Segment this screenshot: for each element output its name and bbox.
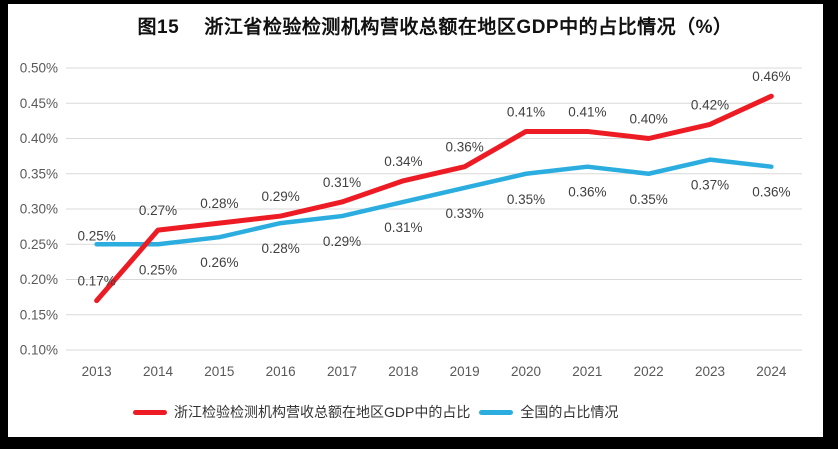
x-axis-tick-label: 2024 — [756, 364, 787, 379]
x-axis-tick-label: 2022 — [634, 364, 664, 379]
legend-label: 浙江检验检测机构营收总额在地区GDP中的占比 — [174, 404, 471, 420]
y-axis-tick-label: 0.10% — [20, 343, 58, 358]
data-point-label: 0.41% — [507, 104, 545, 119]
y-axis-tick-label: 0.45% — [20, 96, 58, 111]
data-point-label: 0.26% — [200, 255, 238, 270]
data-point-label: 0.36% — [446, 140, 484, 155]
data-point-label: 0.46% — [752, 69, 790, 84]
data-point-label: 0.25% — [139, 262, 177, 277]
chart-surface: 图15 浙江省检验检测机构营收总额在地区GDP中的占比情况（%） 0.50% 0.… — [8, 4, 823, 437]
y-axis-tick-label: 0.25% — [20, 237, 58, 252]
legend-label: 全国的占比情况 — [520, 404, 619, 420]
chart-title: 图15 浙江省检验检测机构营收总额在地区GDP中的占比情况（%） — [137, 17, 733, 38]
data-point-label: 0.17% — [78, 274, 116, 289]
y-axis-tick-label: 0.15% — [20, 307, 58, 322]
chart-legend: 浙江检验检测机构营收总额在地区GDP中的占比 全国的占比情况 — [133, 402, 618, 422]
data-point-label: 0.33% — [446, 206, 484, 221]
data-point-label: 0.36% — [568, 185, 606, 200]
legend-line-swatch — [479, 409, 514, 415]
x-axis-tick-label: 2015 — [204, 364, 234, 379]
x-axis-tick-label: 2017 — [327, 364, 357, 379]
data-point-label: 0.40% — [630, 112, 668, 127]
line-chart-plot-area: 0.50% 0.45% 0.40% 0.35% 0.30% 0.25% 0.20% 0.15%… — [20, 61, 802, 379]
data-point-label: 0.31% — [384, 220, 422, 235]
x-axis-tick-label: 2018 — [388, 364, 418, 379]
series-line-series_blue — [94, 157, 774, 247]
y-axis-tick-label: 0.40% — [20, 131, 58, 146]
data-point-label: 0.29% — [262, 189, 300, 204]
data-point-label: 0.29% — [323, 234, 361, 249]
legend-item: 浙江检验检测机构营收总额在地区GDP中的占比 — [133, 402, 470, 422]
data-point-label: 0.28% — [200, 196, 238, 211]
data-point-label: 0.34% — [384, 154, 422, 169]
data-point-label: 0.36% — [752, 185, 790, 200]
data-point-label: 0.27% — [139, 203, 177, 218]
x-axis-tick-label: 2019 — [450, 364, 480, 379]
legend-item: 全国的占比情况 — [479, 402, 618, 422]
data-point-label: 0.28% — [262, 241, 300, 256]
series-line-series_red — [94, 93, 774, 304]
legend-line-swatch — [133, 409, 167, 415]
y-axis-tick-label: 0.20% — [20, 272, 58, 287]
data-point-label: 0.31% — [323, 175, 361, 190]
data-point-label: 0.25% — [78, 228, 116, 243]
data-point-label: 0.41% — [568, 104, 606, 119]
x-axis-tick-label: 2016 — [266, 364, 296, 379]
data-point-label: 0.42% — [691, 97, 729, 112]
y-axis-tick-label: 0.30% — [20, 202, 58, 217]
x-axis-tick-label: 2020 — [511, 364, 541, 379]
data-point-label: 0.35% — [630, 192, 668, 207]
x-axis-tick-label: 2013 — [82, 364, 112, 379]
data-point-label: 0.35% — [507, 192, 545, 207]
x-axis-tick-label: 2021 — [572, 364, 602, 379]
y-axis-tick-label: 0.50% — [20, 61, 58, 76]
data-point-label: 0.37% — [691, 178, 729, 193]
y-axis-tick-label: 0.35% — [20, 166, 58, 181]
x-axis-tick-label: 2014 — [143, 364, 174, 379]
x-axis-tick-label: 2023 — [695, 364, 725, 379]
